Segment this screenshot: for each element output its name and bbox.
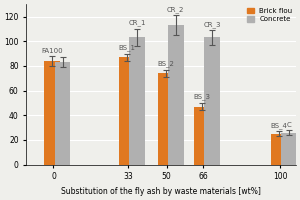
- Bar: [204, 37, 220, 165]
- Text: CR_1: CR_1: [128, 20, 146, 26]
- Text: BS_4: BS_4: [270, 122, 287, 129]
- Bar: [168, 25, 184, 165]
- Text: BS_3: BS_3: [193, 94, 210, 100]
- Text: BS_2: BS_2: [157, 60, 174, 67]
- Bar: [129, 37, 145, 165]
- Bar: [44, 61, 60, 165]
- Text: C: C: [287, 122, 291, 128]
- Bar: [194, 107, 210, 165]
- X-axis label: Substitution of the fly ash by waste materials [wt%]: Substitution of the fly ash by waste mat…: [61, 187, 261, 196]
- Bar: [271, 134, 287, 165]
- Legend: Brick flou, Concrete: Brick flou, Concrete: [244, 5, 295, 25]
- Text: CR_2: CR_2: [167, 6, 184, 13]
- Bar: [158, 73, 173, 165]
- Text: BS_1: BS_1: [118, 44, 136, 51]
- Text: CR_3: CR_3: [203, 21, 221, 28]
- Bar: [55, 62, 70, 165]
- Bar: [119, 57, 135, 165]
- Bar: [281, 133, 297, 165]
- Text: FA100: FA100: [41, 48, 63, 54]
